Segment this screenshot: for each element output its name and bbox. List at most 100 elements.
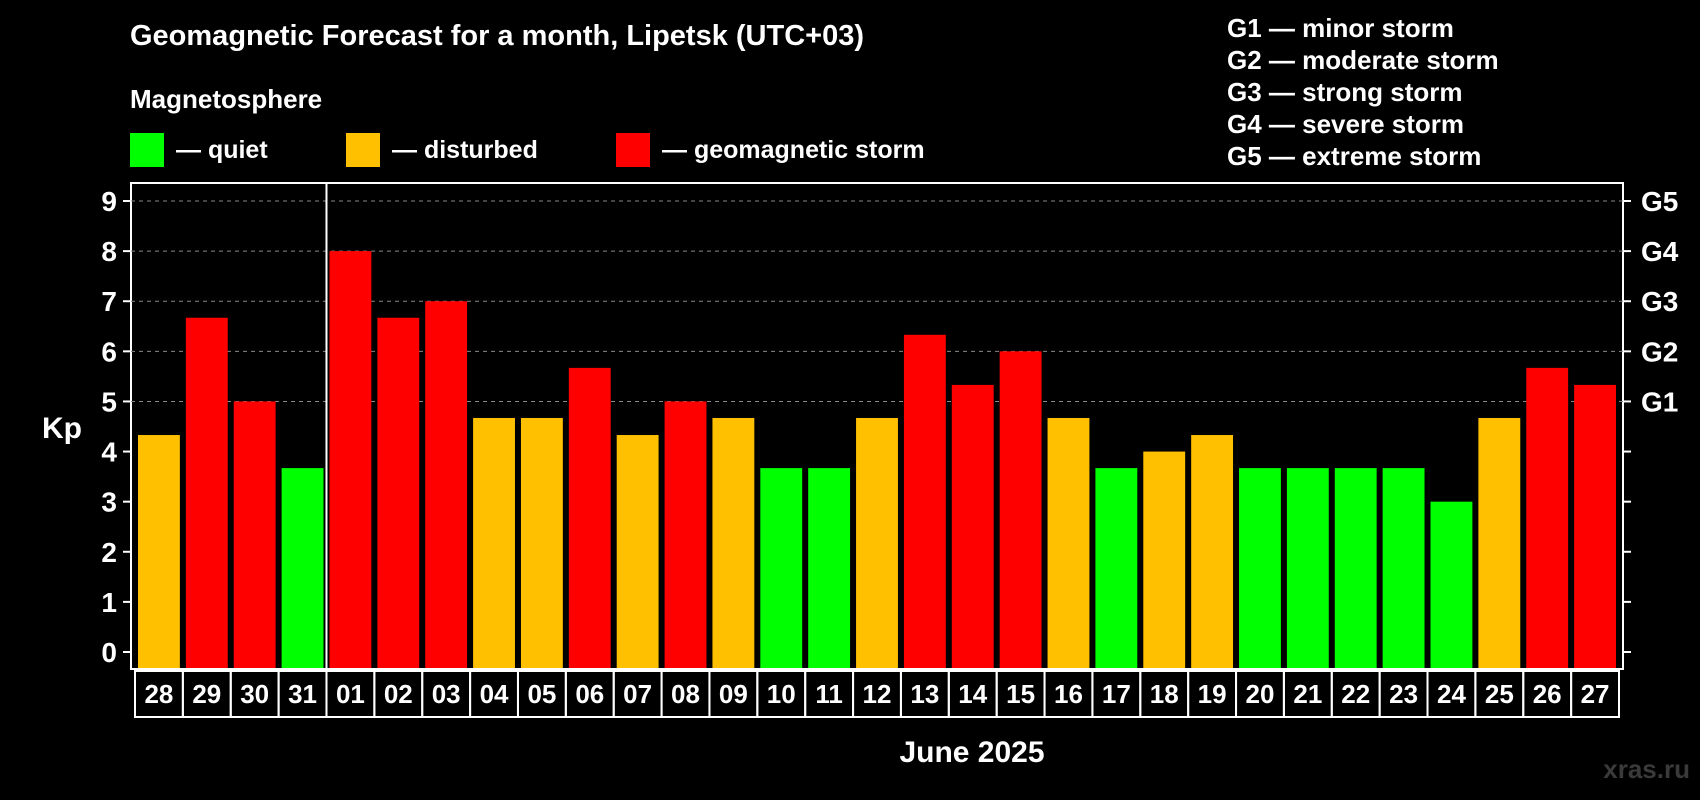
- bar-23: [1382, 468, 1425, 668]
- storm-scale-g5: G5 — extreme storm: [1227, 141, 1482, 171]
- y-tick-label: 7: [101, 286, 117, 317]
- legend-disturbed: — disturbed: [346, 132, 538, 168]
- bar-10: [760, 468, 803, 668]
- x-tick-label-04: 04: [480, 679, 509, 709]
- storm-level-label-g5: G5: [1641, 186, 1678, 217]
- bar-08: [664, 401, 707, 668]
- x-tick-label-30: 30: [240, 679, 269, 709]
- bar-07: [616, 435, 659, 668]
- x-tick-label-02: 02: [384, 679, 413, 709]
- x-tick-label-08: 08: [671, 679, 700, 709]
- bar-21: [1286, 468, 1329, 668]
- bar-04: [473, 417, 515, 668]
- x-tick-label-09: 09: [719, 679, 748, 709]
- storm-scale-legend: G1 — minor storm G2 — moderate storm G3 …: [1227, 12, 1499, 172]
- y-tick-label: 0: [101, 637, 117, 668]
- x-tick-label-01: 01: [336, 679, 365, 709]
- y-tick-label: 8: [101, 236, 117, 267]
- bar-29: [185, 317, 228, 668]
- legend-storm-swatch: [616, 133, 650, 167]
- bar-05: [520, 417, 563, 668]
- storm-scale-g1: G1 — minor storm: [1227, 13, 1454, 43]
- y-axis-label: Kp: [42, 412, 82, 445]
- x-label-box: [1570, 670, 1620, 718]
- storm-scale-g4: G4 — severe storm: [1227, 109, 1465, 139]
- x-tick-label-31: 31: [288, 679, 317, 709]
- legend-quiet: — quiet: [130, 132, 268, 168]
- x-tick-label-25: 25: [1485, 679, 1514, 709]
- storm-level-label-g1: G1: [1641, 386, 1678, 417]
- x-tick-label-05: 05: [527, 679, 556, 709]
- x-tick-label-28: 28: [144, 679, 173, 709]
- bar-22: [1334, 468, 1377, 668]
- chart-title: Geomagnetic Forecast for a month, Lipets…: [130, 20, 865, 52]
- bar-25: [1478, 417, 1521, 668]
- storm-level-label-g2: G2: [1641, 336, 1678, 367]
- x-tick-label-22: 22: [1341, 679, 1370, 709]
- x-tick-label-15: 15: [1006, 679, 1035, 709]
- x-tick-label-23: 23: [1389, 679, 1418, 709]
- storm-scale-g2: G2 — moderate storm: [1227, 45, 1499, 75]
- x-tick-label-29: 29: [192, 679, 221, 709]
- y-tick-label: 3: [101, 487, 117, 518]
- bar-28: [138, 435, 180, 668]
- bar-01: [329, 251, 372, 668]
- x-tick-label-12: 12: [863, 679, 892, 709]
- bar-13: [903, 334, 946, 668]
- bar-30: [233, 401, 276, 668]
- x-tick-label-14: 14: [958, 679, 987, 709]
- x-tick-label-27: 27: [1581, 679, 1610, 709]
- x-tick-label-13: 13: [910, 679, 939, 709]
- x-tick-label-06: 06: [575, 679, 604, 709]
- x-tick-label-17: 17: [1102, 679, 1131, 709]
- bar-12: [856, 417, 898, 668]
- bar-31: [281, 468, 324, 668]
- storm-scale-g3: G3 — strong storm: [1227, 77, 1463, 107]
- x-tick-label-10: 10: [767, 679, 796, 709]
- legend-storm: — geomagnetic storm: [616, 132, 925, 168]
- bar-27: [1574, 384, 1616, 668]
- bar-26: [1526, 367, 1569, 668]
- x-tick-label-03: 03: [432, 679, 461, 709]
- x-axis-month-label: June 2025: [899, 736, 1045, 769]
- bar-02: [377, 317, 420, 668]
- bar-20: [1239, 468, 1281, 668]
- y-tick-label: 6: [101, 336, 117, 367]
- legend-quiet-swatch: [130, 133, 164, 167]
- y-tick-label: 4: [101, 437, 117, 468]
- x-tick-label-18: 18: [1150, 679, 1179, 709]
- bar-06: [568, 367, 611, 668]
- legend-disturbed-swatch: [346, 133, 380, 167]
- legend-quiet-label: — quiet: [176, 135, 268, 164]
- bar-15: [999, 351, 1042, 668]
- x-tick-label-24: 24: [1437, 679, 1466, 709]
- bar-03: [425, 301, 468, 668]
- x-tick-label-20: 20: [1246, 679, 1275, 709]
- x-tick-label-16: 16: [1054, 679, 1083, 709]
- bar-17: [1095, 468, 1138, 668]
- storm-level-label-g3: G3: [1641, 286, 1678, 317]
- y-tick-label: 5: [101, 386, 117, 417]
- x-tick-label-11: 11: [815, 679, 843, 709]
- x-tick-label-07: 07: [623, 679, 652, 709]
- bar-24: [1430, 501, 1473, 668]
- bar-16: [1047, 417, 1090, 668]
- plot-frame: [130, 182, 1624, 670]
- x-tick-label-21: 21: [1293, 679, 1322, 709]
- bar-14: [951, 384, 994, 668]
- bar-19: [1191, 435, 1234, 668]
- x-tick-label-26: 26: [1533, 679, 1562, 709]
- x-tick-label-19: 19: [1198, 679, 1227, 709]
- y-tick-label: 1: [101, 587, 117, 618]
- watermark: xras.ru: [1603, 754, 1690, 784]
- bar-18: [1143, 451, 1186, 668]
- bar-09: [712, 417, 755, 668]
- legend-heading: Magnetosphere: [130, 84, 323, 114]
- legend-storm-label: — geomagnetic storm: [662, 135, 925, 164]
- y-tick-label: 2: [101, 537, 117, 568]
- bar-11: [808, 468, 851, 668]
- storm-level-label-g4: G4: [1641, 236, 1679, 267]
- legend-disturbed-label: — disturbed: [392, 135, 538, 164]
- y-tick-label: 9: [101, 186, 117, 217]
